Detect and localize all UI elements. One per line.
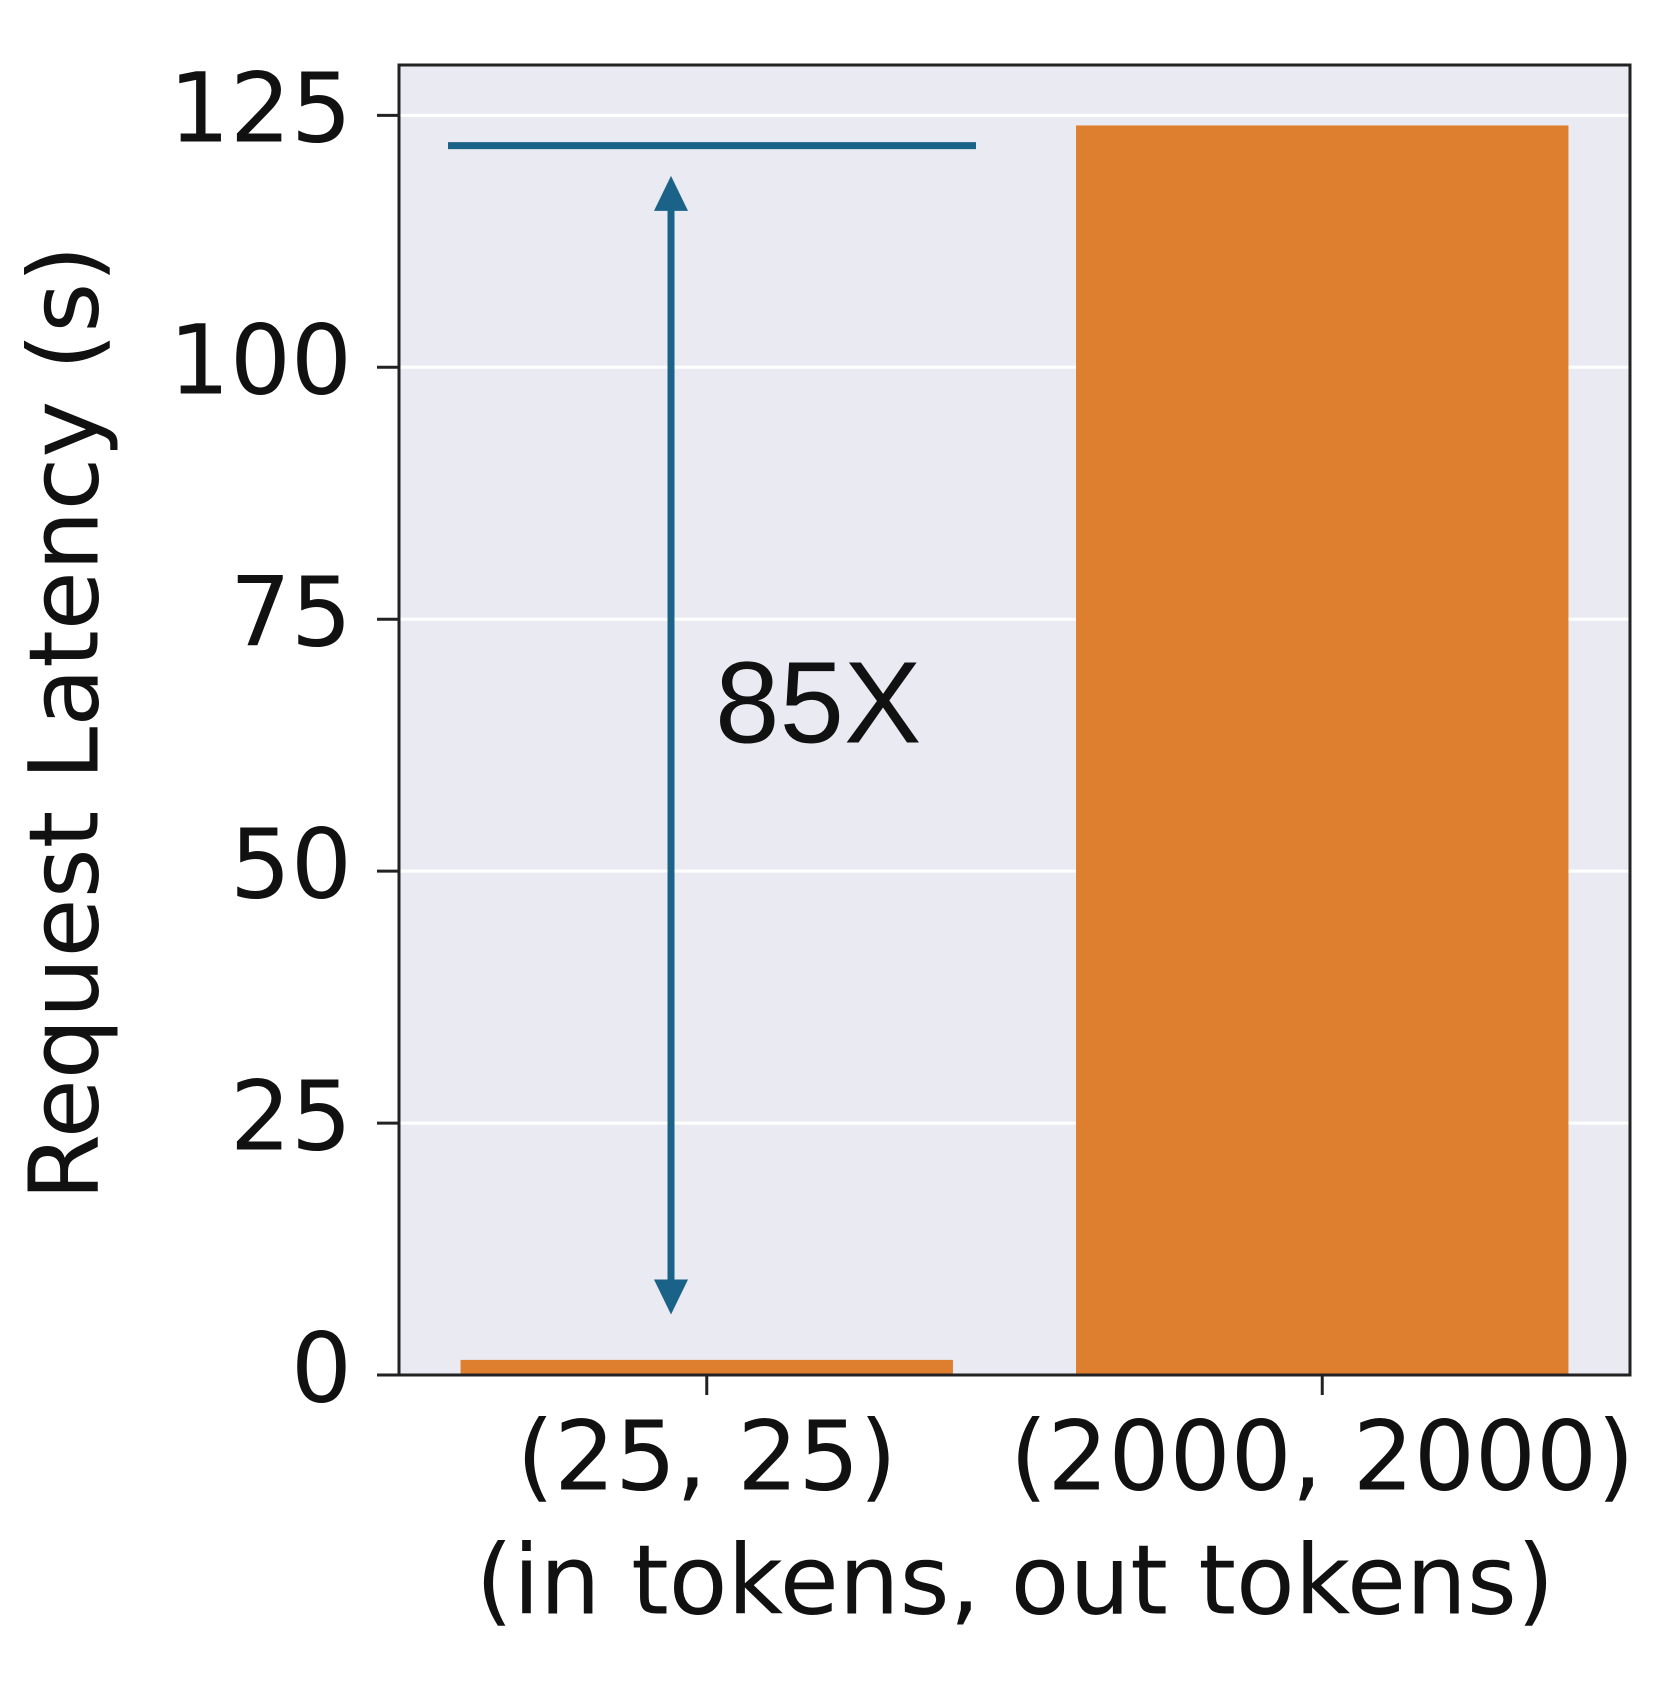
y-axis-label: Request Latency (s) bbox=[8, 245, 120, 1200]
x-axis-label: (in tokens, out tokens) bbox=[476, 1524, 1555, 1636]
bar bbox=[1076, 125, 1569, 1375]
y-tick-label: 125 bbox=[169, 53, 352, 165]
annotation-label: 85X bbox=[715, 638, 921, 768]
y-tick-label: 100 bbox=[169, 305, 352, 417]
y-tick-label: 0 bbox=[291, 1312, 352, 1424]
y-tick-label: 50 bbox=[230, 809, 352, 921]
arrow-head bbox=[654, 1279, 688, 1315]
arrow-head bbox=[654, 175, 688, 211]
x-tick-label: (2000, 2000) bbox=[1010, 1400, 1635, 1512]
y-tick-label: 25 bbox=[230, 1060, 352, 1172]
x-tick-label: (25, 25) bbox=[517, 1400, 897, 1512]
bar bbox=[460, 1359, 953, 1375]
plot-frame bbox=[397, 63, 1632, 1377]
y-tick-label: 75 bbox=[230, 557, 352, 669]
